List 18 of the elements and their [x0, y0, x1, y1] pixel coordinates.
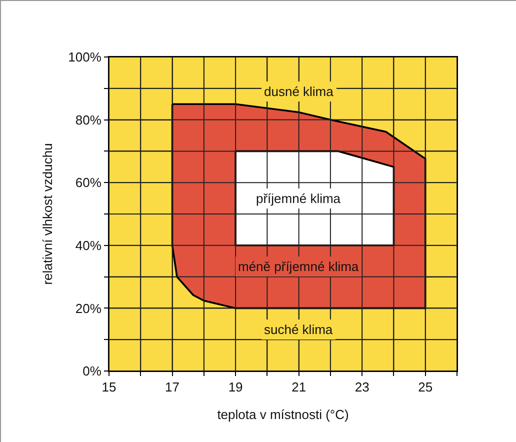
annotation: příjemné klima: [256, 191, 342, 206]
x-tick-label: 17: [165, 380, 180, 395]
y-tick-label: 0%: [82, 364, 102, 379]
y-axis-title: relativní vlhkost vzduchu: [40, 143, 56, 285]
y-tick-label: 40%: [75, 238, 102, 253]
x-tick-label: 21: [292, 380, 306, 395]
x-axis-title: teplota v místnosti (°C): [217, 407, 349, 422]
x-tick-label: 23: [354, 380, 370, 395]
annotation: méně příjemné klima: [238, 259, 360, 274]
x-tick-label: 15: [102, 380, 116, 395]
annotation: dusné klima: [264, 84, 334, 99]
y-tick-label: 100%: [68, 50, 102, 65]
annotation: suché klima: [264, 322, 334, 337]
y-tick-label: 20%: [75, 300, 102, 316]
y-tick-label: 60%: [75, 175, 102, 190]
x-tick-label: 25: [418, 380, 433, 395]
y-tick-label: 80%: [75, 112, 102, 128]
x-tick-label: 19: [228, 380, 243, 395]
